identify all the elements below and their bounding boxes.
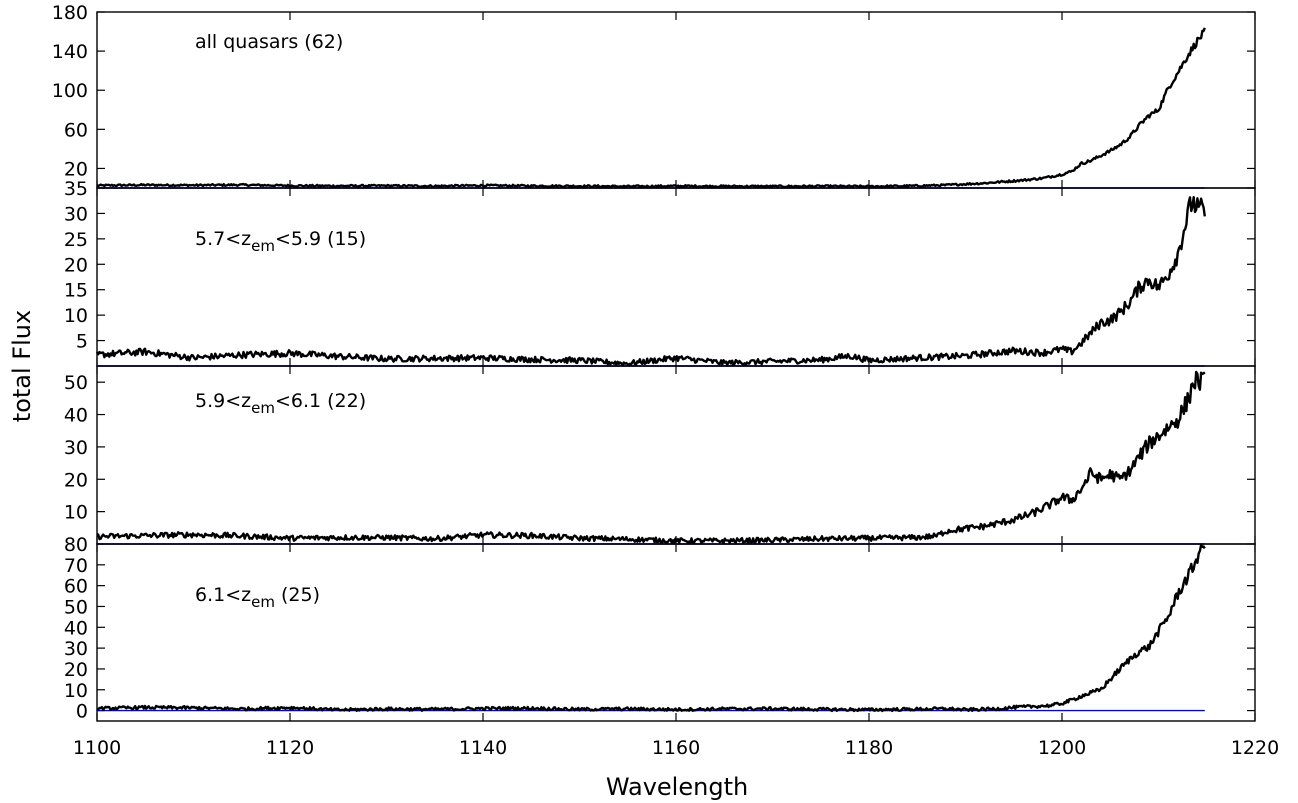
- y-tick-label: 180: [52, 2, 88, 24]
- y-tick-label: 10: [64, 502, 88, 524]
- y-tick-label: 30: [64, 203, 88, 225]
- panel-2: 5 10 15 20 25 30 35 5.7<zem<5.9 (15): [64, 178, 1256, 367]
- y-tick-label: 60: [64, 119, 88, 141]
- panel-label-subscript: em: [251, 237, 275, 255]
- y-tick-label: 20: [64, 158, 88, 180]
- spectrum-series-1: [95, 196, 1206, 367]
- panel-label-part: <5.9 (15): [275, 228, 366, 250]
- spectrum-series-1: [96, 27, 1206, 189]
- y-tick-label: 80: [64, 534, 88, 556]
- x-tick-label: 1120: [266, 737, 314, 759]
- x-tick-label: 1140: [459, 737, 507, 759]
- y-tick-label: 140: [52, 41, 88, 63]
- panel-label-part: 5.7<z: [195, 228, 251, 250]
- panel-frame: [96, 365, 1256, 545]
- x-tick-label: 1200: [1038, 737, 1086, 759]
- panel-label: 6.1<zem (25): [195, 584, 320, 611]
- y-tick-label: 20: [64, 254, 88, 276]
- panel-label-part: all quasars (62): [195, 31, 343, 53]
- x-tick-label: 1220: [1231, 737, 1279, 759]
- y-tick-label: 100: [52, 80, 88, 102]
- y-tick-label: 30: [64, 638, 88, 660]
- y-tick-label: 50: [64, 596, 88, 618]
- y-tick-label: 0: [76, 701, 88, 723]
- y-tick-label: 70: [64, 555, 88, 577]
- panel-label: 5.7<zem<5.9 (15): [195, 228, 366, 255]
- y-tick-label: 10: [64, 680, 88, 702]
- y-tick-label: 5: [76, 331, 88, 353]
- panel-frame: [96, 543, 1256, 722]
- panel-label-part: (25): [275, 584, 320, 606]
- panel-1: 20 60 100 140 180 all quasars (62): [52, 2, 1256, 189]
- x-tick-label: 1100: [73, 737, 121, 759]
- x-tick-label: 1160: [652, 737, 700, 759]
- panel-label-subscript: em: [251, 399, 275, 417]
- x-axis: 1100 1120 1140 1160 1180 1200 1220: [73, 737, 1279, 759]
- panel-label: all quasars (62): [195, 31, 343, 53]
- x-axis-title: Wavelength: [606, 773, 748, 801]
- x-tick-label: 1180: [845, 737, 893, 759]
- panel-label-part: 6.1<z: [195, 584, 251, 606]
- panel-label: 5.9<zem<6.1 (22): [195, 390, 366, 417]
- y-tick-label: 50: [64, 372, 88, 394]
- spectrum-series-1: [96, 370, 1206, 545]
- panel-label-subscript: em: [251, 593, 275, 611]
- y-tick-label: 60: [64, 576, 88, 598]
- y-tick-label: 40: [64, 405, 88, 427]
- y-tick-label: 30: [64, 437, 88, 459]
- y-tick-label: 35: [64, 178, 88, 200]
- y-tick-label: 25: [64, 229, 88, 251]
- panel-frame: [96, 187, 1256, 367]
- panel-3: 10 20 30 40 50 5.9<zem<6.1 (22): [64, 365, 1256, 545]
- y-tick-label: 40: [64, 617, 88, 639]
- y-tick-label: 20: [64, 469, 88, 491]
- spectrum-series-1: [96, 543, 1206, 713]
- y-tick-label: 10: [64, 305, 88, 327]
- y-tick-label: 20: [64, 659, 88, 681]
- y-axis-title: total Flux: [8, 310, 36, 422]
- panel-label-part: <6.1 (22): [275, 390, 366, 412]
- y-tick-label: 15: [64, 280, 88, 302]
- panel-label-part: 5.9<z: [195, 390, 251, 412]
